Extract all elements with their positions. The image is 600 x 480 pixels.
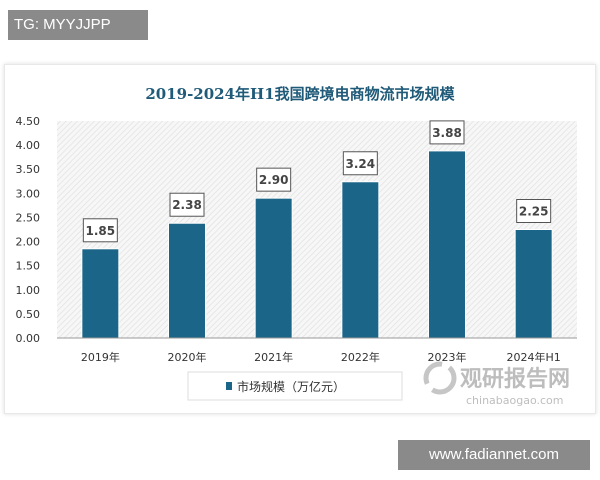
data-label: 3.24 bbox=[346, 157, 376, 171]
bar bbox=[254, 197, 293, 339]
watermark-logo-icon bbox=[423, 361, 457, 395]
footer-url: www.fadiannet.com bbox=[398, 440, 590, 470]
data-label: 2.90 bbox=[259, 173, 289, 187]
y-tick-label: 4.50 bbox=[16, 115, 41, 128]
tg-label: TG: MYYJJPP bbox=[8, 10, 148, 40]
data-label: 3.88 bbox=[432, 126, 462, 140]
x-tick-label: 2023年 bbox=[428, 350, 467, 364]
data-label-box bbox=[82, 218, 118, 243]
legend-label: 市场规模（万亿元） bbox=[237, 379, 345, 394]
x-tick-label: 2024年H1 bbox=[507, 350, 561, 364]
data-label-box bbox=[256, 167, 292, 192]
x-tick-label: 2019年 bbox=[81, 350, 120, 364]
watermark-site: chinabaogao.com bbox=[466, 394, 564, 407]
y-tick-label: 3.50 bbox=[16, 163, 41, 176]
data-label: 2.38 bbox=[172, 198, 202, 212]
data-label-box bbox=[429, 120, 465, 145]
bar bbox=[428, 150, 466, 339]
legend: 市场规模（万亿元） bbox=[187, 371, 403, 401]
bar bbox=[341, 181, 380, 339]
y-tick-label: 2.50 bbox=[16, 211, 41, 224]
bar bbox=[514, 229, 553, 339]
data-label-box bbox=[516, 199, 552, 223]
data-label: 1.85 bbox=[86, 224, 116, 238]
plot-area bbox=[57, 121, 577, 338]
y-tick-label: 3.00 bbox=[16, 187, 41, 200]
y-tick-label: 2.00 bbox=[16, 236, 41, 249]
watermark-brand: 观研报告网 bbox=[460, 367, 570, 392]
y-tick-label: 1.00 bbox=[16, 284, 41, 297]
data-label-box bbox=[169, 192, 205, 217]
x-tick-label: 2022年 bbox=[341, 350, 380, 364]
data-label: 2.25 bbox=[519, 205, 549, 219]
x-tick-label: 2020年 bbox=[168, 350, 207, 364]
bar bbox=[81, 248, 120, 339]
chart-title: 2019-2024年H1我国跨境电商物流市场规模 bbox=[145, 85, 455, 103]
legend-box bbox=[187, 371, 403, 401]
y-tick-label: 1.50 bbox=[16, 260, 41, 273]
legend-swatch bbox=[226, 382, 232, 390]
y-tick-label: 4.00 bbox=[16, 139, 41, 152]
y-tick-label: 0.50 bbox=[16, 308, 41, 321]
bar bbox=[168, 222, 206, 339]
x-tick-label: 2021年 bbox=[254, 350, 293, 364]
y-tick-label: 0.00 bbox=[16, 332, 41, 345]
data-label-box bbox=[342, 151, 378, 176]
watermark: 观研报告网 chinabaogao.com bbox=[423, 361, 570, 407]
